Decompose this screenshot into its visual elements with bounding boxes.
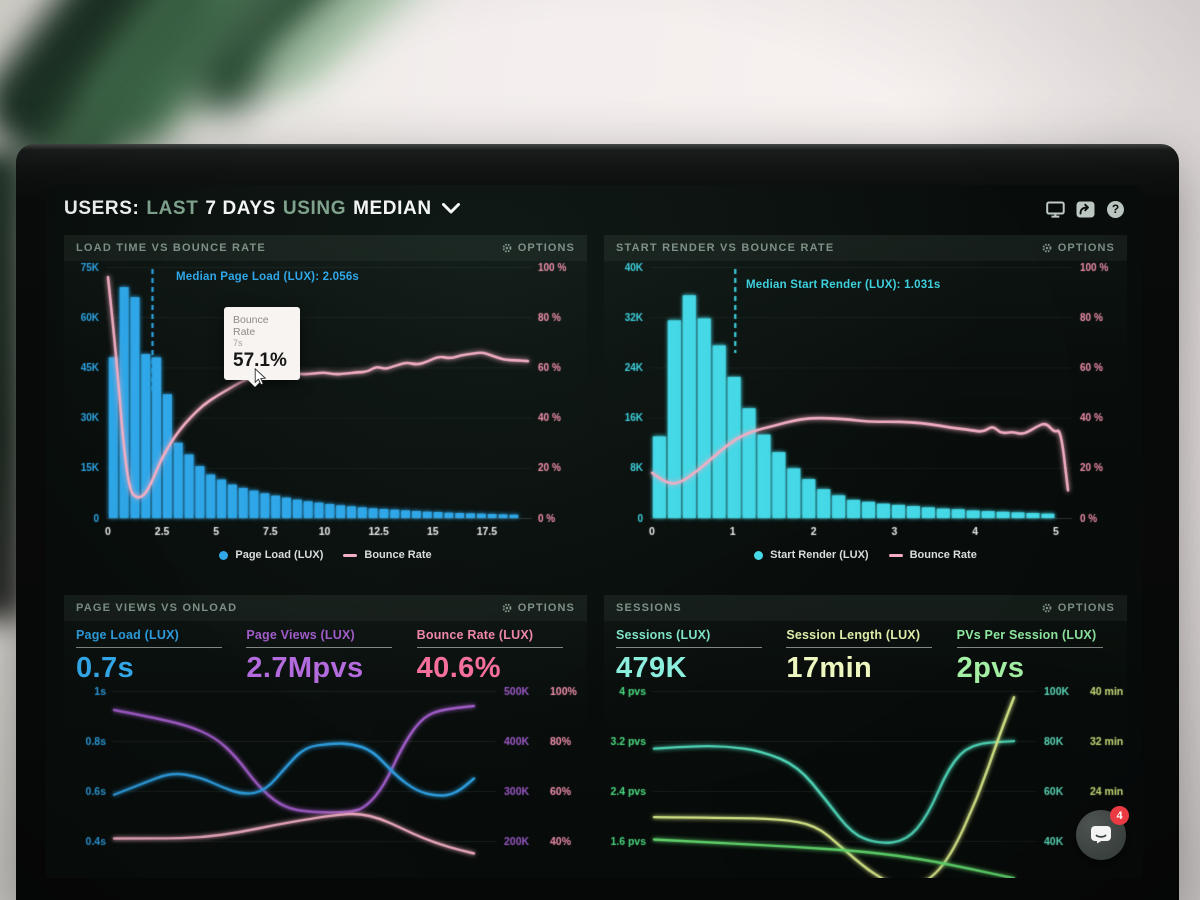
- share-icon[interactable]: [1075, 200, 1096, 219]
- panel-page-views-vs-onload: PAGE VIEWS VS ONLOAD OPTIONS Page Load (…: [64, 595, 587, 878]
- metric-sessions: Sessions (LUX) 479K: [616, 628, 786, 684]
- panel-title: START RENDER VS BOUNCE RATE: [616, 242, 835, 254]
- metric-underline: [246, 647, 393, 648]
- title-users: USERS:: [64, 198, 140, 219]
- metric-pvs-per-session: PVs Per Session (LUX) 2pvs: [956, 628, 1127, 684]
- title-agg: MEDIAN: [353, 198, 432, 219]
- gear-icon: [1042, 603, 1052, 613]
- legend-dot-swatch: [754, 550, 764, 560]
- panel-header: PAGE VIEWS VS ONLOAD OPTIONS: [64, 595, 587, 621]
- laptop-bezel: USERS: LAST 7 DAYS USING MEDIAN: [16, 144, 1179, 900]
- panel-title: PAGE VIEWS VS ONLOAD: [76, 602, 238, 614]
- gear-icon: [1042, 243, 1052, 253]
- panel-load-time-vs-bounce-rate: LOAD TIME VS BOUNCE RATE OPTIONS Median …: [64, 235, 587, 567]
- legend-dot-swatch: [219, 550, 229, 560]
- metric-page-views: Page Views (LUX) 2.7Mpvs: [246, 628, 416, 684]
- dashboard-screen: USERS: LAST 7 DAYS USING MEDIAN: [46, 185, 1142, 878]
- chart-tooltip: Bounce Rate 7s 57.1%: [224, 307, 300, 388]
- panel-sessions: SESSIONS OPTIONS Sessions (LUX) 479K: [604, 595, 1127, 878]
- help-icon[interactable]: ?: [1105, 200, 1126, 219]
- median-annotation: Median Page Load (LUX): 2.056s: [176, 271, 360, 283]
- legend-line-swatch: [888, 553, 903, 557]
- dashboard-title-dropdown[interactable]: USERS: LAST 7 DAYS USING MEDIAN: [64, 198, 460, 220]
- tooltip-x-value: 7s: [233, 338, 243, 349]
- metric-underline: [416, 647, 563, 648]
- tooltip-value: 57.1%: [233, 350, 287, 372]
- legend-item: Start Render (LUX): [754, 549, 869, 561]
- chart-legend: Start Render (LUX) Bounce Rate: [604, 543, 1127, 567]
- metric-bounce-rate: Bounce Rate (LUX) 40.6%: [416, 628, 587, 684]
- legend-item: Bounce Rate: [343, 549, 432, 561]
- metric-page-load: Page Load (LUX) 0.7s: [76, 628, 246, 684]
- panel-header: LOAD TIME VS BOUNCE RATE OPTIONS: [64, 235, 587, 261]
- chat-bubble-icon: [1091, 826, 1111, 844]
- display-icon[interactable]: [1045, 200, 1066, 219]
- metric-underline: [616, 647, 762, 648]
- sessions-line-chart[interactable]: [604, 681, 1127, 878]
- load-time-histogram[interactable]: [64, 261, 587, 543]
- title-range: LAST: [146, 198, 199, 219]
- legend-item: Bounce Rate: [888, 549, 977, 561]
- title-using: USING: [282, 198, 347, 219]
- chat-launcher-button[interactable]: 4: [1076, 806, 1129, 860]
- panel-header: SESSIONS OPTIONS: [604, 595, 1127, 621]
- options-button[interactable]: OPTIONS: [501, 242, 575, 254]
- chart-legend: Page Load (LUX) Bounce Rate: [64, 543, 587, 567]
- panel-title: LOAD TIME VS BOUNCE RATE: [76, 242, 266, 254]
- panel-title: SESSIONS: [616, 602, 682, 614]
- gear-icon: [502, 603, 512, 613]
- metric-row: Page Load (LUX) 0.7s Page Views (LUX) 2.…: [64, 621, 587, 684]
- options-button[interactable]: OPTIONS: [1041, 242, 1115, 254]
- options-button[interactable]: OPTIONS: [501, 602, 575, 614]
- metric-row: Sessions (LUX) 479K Session Length (LUX)…: [604, 621, 1127, 684]
- start-render-histogram[interactable]: [604, 261, 1127, 543]
- chat-unread-badge: 4: [1110, 806, 1129, 825]
- mouse-cursor: [253, 367, 268, 391]
- page-views-line-chart[interactable]: [64, 681, 587, 878]
- topbar-actions: ?: [1045, 200, 1126, 219]
- options-button[interactable]: OPTIONS: [1041, 602, 1115, 614]
- tooltip-series: Bounce Rate: [233, 314, 269, 339]
- legend-line-swatch: [343, 553, 358, 557]
- panel-start-render-vs-bounce-rate: START RENDER VS BOUNCE RATE OPTIONS Medi…: [604, 235, 1127, 567]
- metric-session-length: Session Length (LUX) 17min: [786, 628, 956, 684]
- metric-underline: [76, 647, 222, 648]
- dashboard-titlebar: USERS: LAST 7 DAYS USING MEDIAN: [46, 185, 1142, 227]
- title-days: 7 DAYS: [205, 198, 276, 219]
- legend-item: Page Load (LUX): [219, 549, 323, 561]
- gear-icon: [502, 243, 512, 253]
- panel-grid: LOAD TIME VS BOUNCE RATE OPTIONS Median …: [64, 235, 1127, 878]
- panel-header: START RENDER VS BOUNCE RATE OPTIONS: [604, 235, 1127, 261]
- metric-underline: [956, 647, 1103, 648]
- metric-underline: [786, 647, 933, 648]
- chevron-down-icon: [441, 198, 460, 220]
- median-annotation: Median Start Render (LUX): 1.031s: [746, 279, 941, 291]
